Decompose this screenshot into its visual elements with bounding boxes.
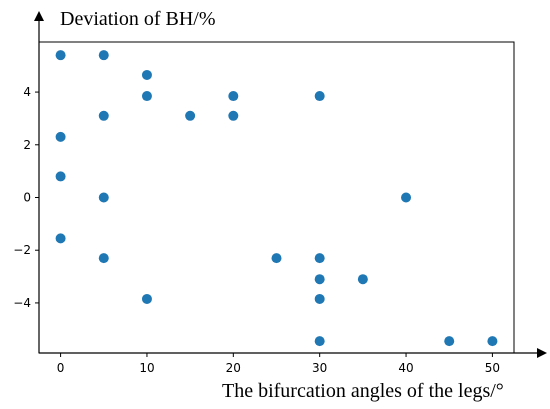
data-point bbox=[314, 274, 325, 285]
data-point bbox=[98, 110, 109, 121]
data-point bbox=[55, 131, 66, 142]
y-tick-label: −2 bbox=[13, 243, 31, 257]
x-tick-label: 40 bbox=[398, 361, 413, 375]
y-tick-label: 4 bbox=[23, 85, 31, 99]
data-points bbox=[55, 50, 498, 347]
x-tick-label: 50 bbox=[485, 361, 500, 375]
y-axis-ticks: −4 −2 0 2 4 bbox=[13, 85, 39, 310]
data-point bbox=[141, 293, 152, 304]
data-point bbox=[487, 336, 498, 347]
data-point bbox=[314, 293, 325, 304]
x-tick-label: 30 bbox=[312, 361, 327, 375]
x-tick-label: 10 bbox=[139, 361, 154, 375]
y-axis-title: Deviation of BH/% bbox=[60, 8, 216, 30]
data-point bbox=[141, 91, 152, 102]
y-tick-label: 2 bbox=[23, 138, 31, 152]
data-point bbox=[98, 192, 109, 203]
data-point bbox=[98, 50, 109, 61]
data-point bbox=[357, 274, 368, 285]
data-point bbox=[185, 110, 196, 121]
data-point bbox=[271, 253, 282, 264]
data-point bbox=[314, 253, 325, 264]
data-point bbox=[55, 233, 66, 244]
data-point bbox=[228, 91, 239, 102]
x-tick-label: 20 bbox=[226, 361, 241, 375]
y-tick-label: 0 bbox=[23, 191, 31, 205]
x-tick-label: 0 bbox=[57, 361, 65, 375]
x-axis-title: The bifurcation angles of the legs/° bbox=[222, 380, 504, 402]
data-point bbox=[55, 171, 66, 182]
data-point bbox=[141, 69, 152, 80]
data-point bbox=[444, 336, 455, 347]
data-point bbox=[228, 110, 239, 121]
x-axis-ticks: 0 10 20 30 40 50 bbox=[57, 353, 500, 375]
plot-frame bbox=[38, 41, 515, 354]
y-tick-label: −4 bbox=[13, 296, 31, 310]
data-point bbox=[314, 91, 325, 102]
data-point bbox=[98, 253, 109, 264]
data-point bbox=[401, 192, 412, 203]
data-point bbox=[55, 50, 66, 61]
data-point bbox=[314, 336, 325, 347]
